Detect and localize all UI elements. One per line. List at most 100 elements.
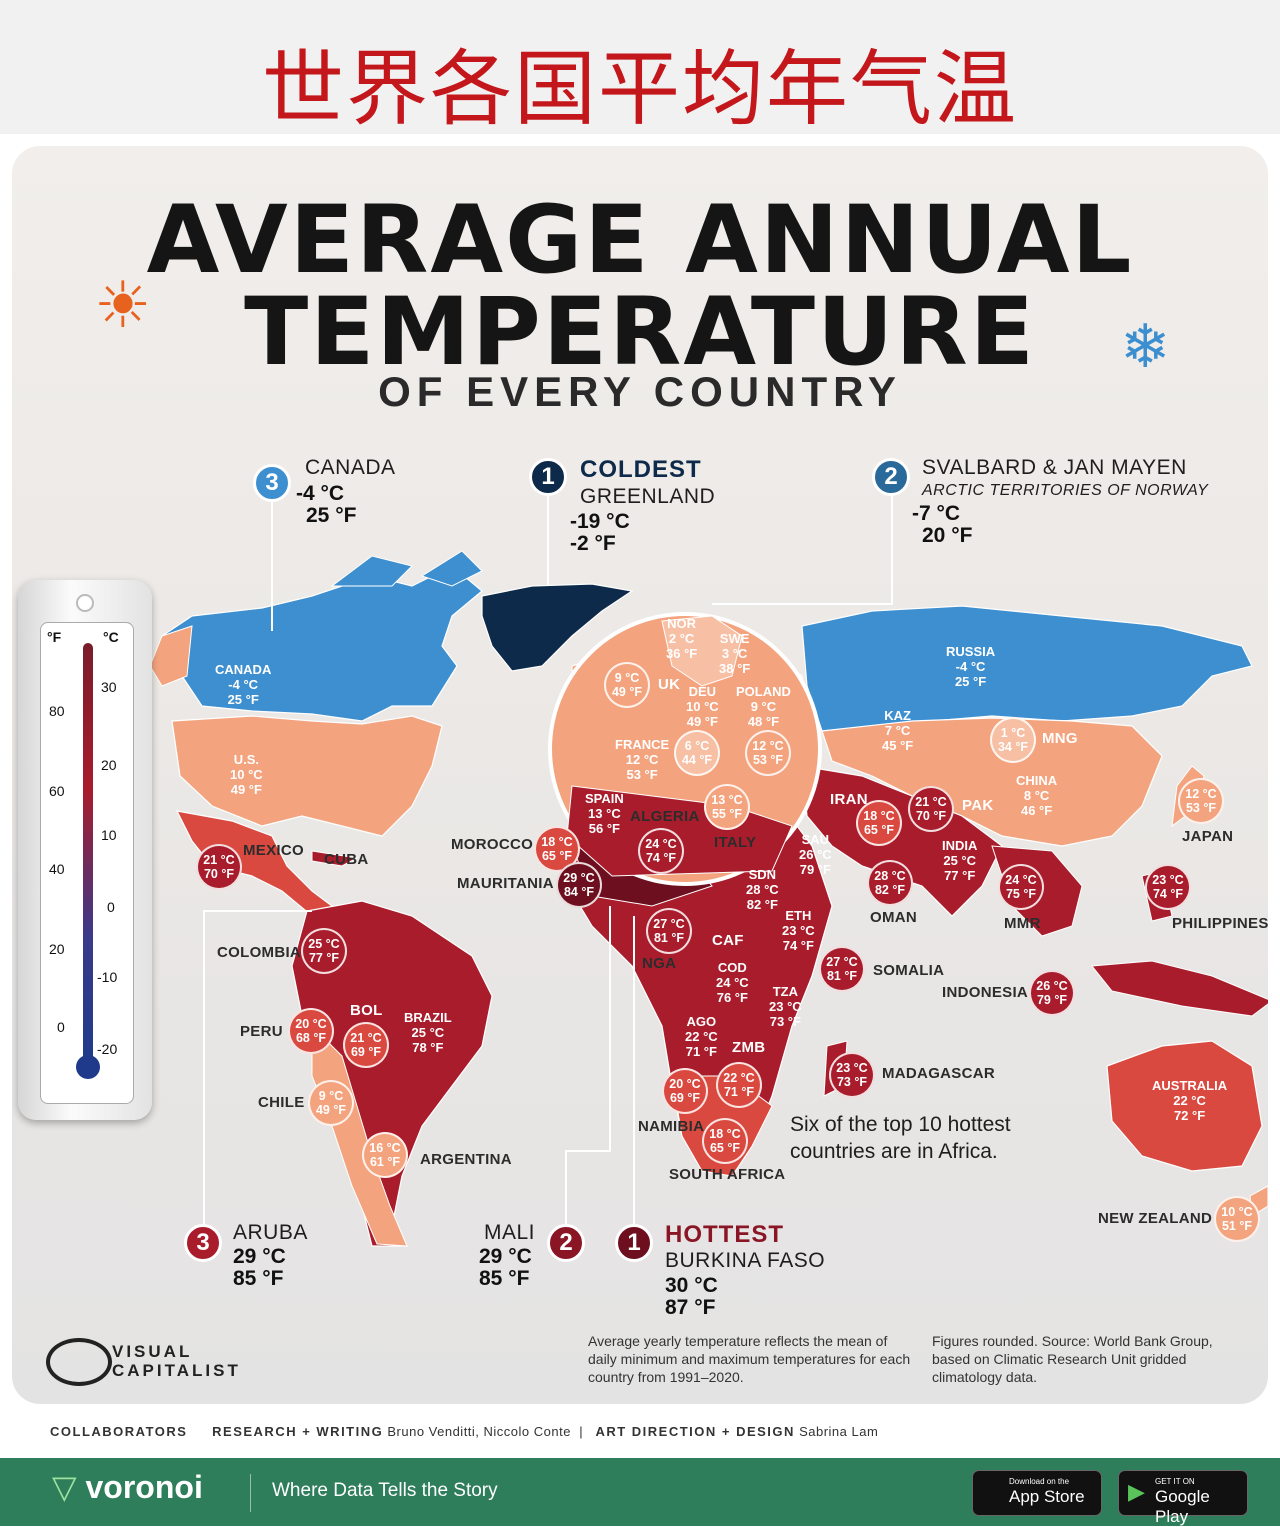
c-tick-20: 20 — [101, 757, 117, 773]
rank-badge-cold-1: 1 — [529, 458, 567, 496]
bubble-argentina: 16 °C 61 °F — [362, 1132, 408, 1178]
label-bol: BOL — [350, 1002, 383, 1019]
label-peru: PERU — [240, 1023, 283, 1040]
callout-burkina-f: 87 °F — [665, 1296, 716, 1319]
label-italy: ITALY — [714, 834, 757, 851]
chinese-title: 世界各国平均年气温 — [261, 42, 1018, 137]
f-tick-60: 60 — [49, 783, 65, 799]
bubble-philippines: 23 °C 74 °F — [1145, 864, 1191, 910]
callout-greenland-name: GREENLAND — [580, 485, 716, 508]
thermometer-hook — [76, 594, 94, 612]
visual-capitalist-wordmark: VISUAL CAPITALIST — [112, 1342, 241, 1380]
snowflake-icon: ❄ — [1120, 313, 1171, 380]
label-colombia: COLOMBIA — [217, 944, 302, 961]
tza-map-label: TZA 23 °C 73 °F — [769, 984, 802, 1029]
label-chile: CHILE — [258, 1094, 305, 1111]
russia-map-label: RUSSIA -4 °C 25 °F — [946, 644, 996, 689]
f-tick-40: 40 — [49, 861, 65, 877]
c-tick-minus10: -10 — [97, 969, 118, 985]
callout-hottest-head: HOTTEST — [665, 1221, 784, 1248]
bubble-japan: 12 °C 53 °F — [1178, 778, 1224, 824]
voronoi-footer: ▽ voronoi Where Data Tells the Story Dow… — [0, 1458, 1280, 1526]
callout-canada-name: CANADA — [305, 456, 396, 479]
label-mng: MNG — [1042, 730, 1078, 747]
bubble-new-zealand: 10 °C 51 °F — [1214, 1196, 1260, 1242]
f-tick-0: 0 — [57, 1019, 65, 1035]
callout-coldest-head: COLDEST — [580, 456, 702, 483]
app-store-button[interactable]: Download on the App Store — [972, 1470, 1102, 1516]
cod-map-label: COD 24 °C 76 °F — [716, 960, 749, 1005]
callout-burkina-name: BURKINA FASO — [665, 1249, 826, 1272]
label-uk: UK — [658, 676, 681, 693]
top-banner: 世界各国平均年气温 — [0, 0, 1280, 137]
greenland-shape — [481, 583, 634, 672]
bubble-colombia: 25 °C 77 °F — [301, 928, 347, 974]
label-indonesia: INDONESIA — [942, 984, 1029, 1001]
bubble-somalia: 27 °C 81 °F — [819, 946, 865, 992]
voronoi-v-icon: ▽ — [52, 1469, 77, 1505]
bubble-namibia: 20 °C 69 °F — [662, 1068, 708, 1114]
swe-map-label: SWE 3 °C 38 °F — [719, 631, 751, 676]
bubble-italy: 13 °C 55 °F — [704, 784, 750, 830]
infographic-card: AVERAGE ANNUAL TEMPERATURE ☀ ❄ OF EVERY … — [12, 146, 1268, 1404]
label-nga: NGA — [642, 955, 677, 972]
bubble-bolivia: 21 °C 69 °F — [343, 1022, 389, 1068]
china-map-label: CHINA 8 °C 46 °F — [1016, 773, 1058, 818]
title-line-1: AVERAGE ANNUAL — [146, 186, 1134, 295]
nor-map-label: NOR 2 °C 36 °F — [666, 616, 698, 661]
rank-badge-hot-2: 2 — [547, 1224, 585, 1262]
label-iran: IRAN — [830, 791, 868, 808]
rank-badge-cold-2: 2 — [872, 458, 910, 496]
bubble-hungary: 12 °C 53 °F — [745, 730, 791, 776]
label-caf: CAF — [712, 932, 744, 949]
kaz-map-label: KAZ 7 °C 45 °F — [882, 708, 914, 753]
bubble-oman: 28 °C 82 °F — [867, 860, 913, 906]
f-tick-20: 20 — [49, 941, 65, 957]
callout-svalbard-name: SVALBARD & JAN MAYEN — [922, 456, 1187, 479]
label-japan: JAPAN — [1182, 828, 1234, 845]
label-somalia: SOMALIA — [873, 962, 945, 979]
rank-badge-hot-3: 3 — [184, 1224, 222, 1262]
label-mauritania: MAURITANIA — [457, 875, 554, 892]
google-play-button[interactable]: ▶ GET IT ON Google Play — [1118, 1470, 1248, 1526]
c-tick-30: 30 — [101, 679, 117, 695]
bubble-nigeria: 27 °C 81 °F — [646, 908, 692, 954]
label-oman: OMAN — [870, 909, 918, 926]
callout-canada-c: -4 °C — [296, 482, 345, 505]
callout-svalbard-c: -7 °C — [912, 502, 961, 525]
fahrenheit-unit: °F — [47, 629, 62, 645]
france-map-label: FRANCE 12 °C 53 °F — [615, 737, 670, 782]
label-mmr: MMR — [1004, 915, 1041, 932]
poland-map-label: POLAND 9 °C 48 °F — [736, 684, 791, 729]
leader-svalbard — [712, 496, 893, 605]
bubble-south-africa: 18 °C 65 °F — [702, 1118, 748, 1164]
leader-mali — [565, 906, 611, 1236]
africa-note: Six of the top 10 hottest countries are … — [790, 1113, 1011, 1163]
label-argentina: ARGENTINA — [420, 1151, 512, 1168]
australia-map-label: AUSTRALIA 22 °C 72 °F — [1152, 1078, 1228, 1123]
bubble-mauritania: 29 °C 84 °F — [556, 862, 602, 908]
deu-map-label: DEU 10 °C 49 °F — [686, 684, 719, 729]
sdn-map-label: SDN 28 °C 82 °F — [746, 867, 779, 912]
c-tick-0: 0 — [107, 899, 115, 915]
thermometer-graphic: °F °C 80 60 40 20 0 30 20 10 0 -10 -20 — [18, 580, 152, 1120]
callout-svalbard-sub: ARCTIC TERRITORIES OF NORWAY — [922, 482, 1209, 499]
india-map-label: INDIA 25 °C 77 °F — [942, 838, 978, 883]
footer-divider — [250, 1474, 251, 1512]
bubble-algeria: 24 °C 74 °F — [638, 828, 684, 874]
collaborators-line: COLLABORATORS RESEARCH + WRITING Bruno V… — [50, 1424, 879, 1439]
label-madagascar: MADAGASCAR — [882, 1065, 995, 1082]
bubble-indonesia: 26 °C 79 °F — [1029, 970, 1075, 1016]
f-tick-80: 80 — [49, 703, 65, 719]
us-map-label: U.S. 10 °C 49 °F — [230, 752, 263, 797]
callout-aruba-name: ARUBA — [233, 1221, 308, 1244]
visual-capitalist-logo-icon — [46, 1338, 112, 1386]
usa-shape — [171, 715, 443, 837]
methodology-note: Average yearly temperature reflects the … — [588, 1333, 911, 1385]
spain-map-label: SPAIN 13 °C 56 °F — [585, 791, 624, 836]
source-note: Figures rounded. Source: World Bank Grou… — [932, 1333, 1213, 1385]
bubble-zambia: 22 °C 71 °F — [716, 1062, 762, 1108]
thermometer-tube — [83, 643, 93, 1063]
thermometer-scale: °F °C 80 60 40 20 0 30 20 10 0 -10 -20 — [40, 622, 134, 1104]
voronoi-logo[interactable]: ▽ voronoi — [52, 1469, 203, 1505]
